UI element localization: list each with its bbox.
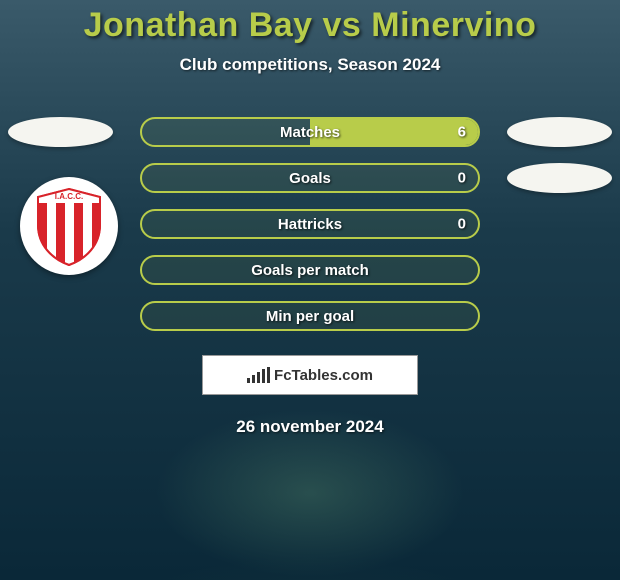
brand-watermark: FcTables.com [202, 355, 418, 395]
date-label: 26 november 2024 [236, 417, 383, 437]
player-left-oval [8, 117, 113, 147]
shield-icon: I.A.C.C. [26, 183, 112, 269]
stat-label: Matches [280, 124, 340, 141]
stat-label: Hattricks [278, 216, 342, 233]
stat-value-right: 6 [458, 124, 466, 141]
stat-row-hattricks: Hattricks 0 [140, 209, 480, 239]
comparison-card: Jonathan Bay vs Minervino Club competiti… [0, 0, 620, 580]
stat-value-right: 0 [458, 216, 466, 233]
badge-initials: I.A.C.C. [55, 192, 83, 201]
club-badge-left: I.A.C.C. [20, 177, 118, 275]
stat-label: Goals [289, 170, 331, 187]
stat-row-min-per-goal: Min per goal [140, 301, 480, 331]
page-subtitle: Club competitions, Season 2024 [180, 55, 441, 75]
stats-area: I.A.C.C. Matches 6 Goals 0 Hattricks 0 [0, 117, 620, 331]
player-right-oval-2 [507, 163, 612, 193]
brand-text: FcTables.com [274, 367, 373, 384]
bar-chart-icon [247, 367, 270, 383]
stat-label: Goals per match [251, 262, 369, 279]
stat-label: Min per goal [266, 308, 354, 325]
player-right-oval-1 [507, 117, 612, 147]
stat-value-right: 0 [458, 170, 466, 187]
stat-row-goals-per-match: Goals per match [140, 255, 480, 285]
page-title: Jonathan Bay vs Minervino [84, 6, 537, 45]
stat-row-matches: Matches 6 [140, 117, 480, 147]
stat-row-goals: Goals 0 [140, 163, 480, 193]
